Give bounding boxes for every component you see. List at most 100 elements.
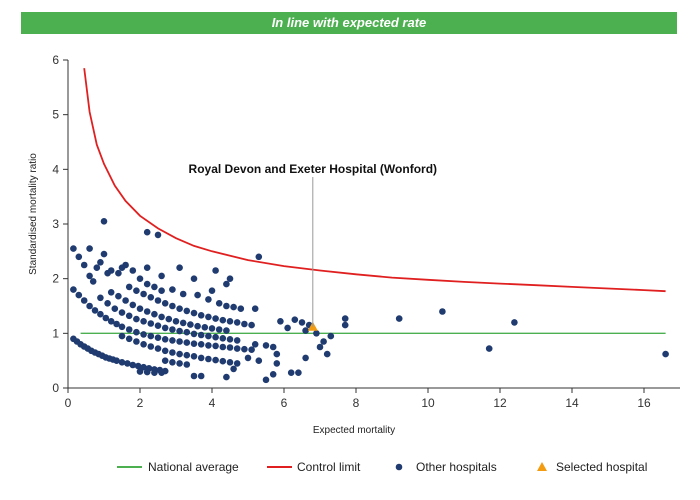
x-tick-label: 16 (637, 396, 651, 410)
data-point (176, 264, 183, 272)
data-point (169, 302, 176, 310)
data-point (143, 264, 151, 272)
x-tick-label: 6 (281, 396, 288, 410)
y-tick-label: 3 (52, 217, 59, 231)
data-point (102, 314, 110, 322)
data-point (97, 294, 104, 302)
data-point (133, 338, 140, 345)
data-point (212, 267, 219, 274)
status-banner: In line with expected rate (21, 12, 677, 34)
data-point (86, 302, 93, 310)
data-point (161, 357, 169, 365)
data-point (223, 373, 230, 381)
data-point (219, 343, 227, 351)
data-point (313, 330, 320, 337)
data-point (134, 362, 142, 370)
data-point (241, 345, 248, 353)
data-point (237, 305, 245, 313)
data-point (151, 369, 158, 377)
annotation-layer: Royal Devon and Exeter Hospital (Wonford… (189, 162, 437, 327)
data-point (143, 228, 151, 236)
data-point (197, 331, 205, 339)
data-point (215, 326, 223, 333)
data-point (248, 321, 255, 329)
data-point (100, 250, 108, 258)
data-point (118, 264, 126, 272)
data-point (327, 332, 335, 340)
data-point (255, 253, 263, 261)
data-point (223, 327, 230, 334)
data-point (151, 283, 158, 291)
data-point (287, 369, 295, 377)
data-point (118, 359, 126, 366)
data-point (176, 338, 183, 345)
data-point (118, 323, 126, 331)
data-points (70, 218, 669, 384)
data-point (183, 361, 191, 368)
data-point (143, 280, 151, 288)
data-point (158, 272, 165, 280)
data-point (183, 339, 191, 346)
data-point (154, 345, 162, 352)
data-point (219, 357, 227, 365)
data-point (169, 359, 176, 366)
legend-label-other-hospitals: Other hospitals (416, 460, 497, 474)
data-point (190, 372, 198, 380)
data-point (70, 245, 77, 252)
data-point (316, 343, 324, 351)
data-point (511, 319, 518, 326)
data-point (158, 287, 165, 295)
data-point (212, 315, 219, 322)
data-point (147, 332, 155, 340)
data-point (169, 337, 176, 344)
data-point (122, 297, 129, 304)
data-point (194, 322, 201, 330)
data-point (219, 335, 227, 342)
data-point (190, 353, 198, 360)
data-point (176, 360, 183, 367)
data-point (215, 300, 223, 307)
data-point (125, 312, 133, 320)
data-point (295, 369, 302, 377)
data-point (165, 315, 173, 323)
data-point (129, 361, 137, 369)
data-point (154, 231, 162, 239)
x-tick-label: 12 (493, 396, 507, 410)
data-point (233, 360, 241, 367)
data-point (89, 278, 97, 285)
legend-label-selected-hospital: Selected hospital (556, 460, 647, 474)
data-point (179, 319, 187, 327)
data-point (169, 349, 176, 356)
data-point (241, 320, 248, 328)
data-point (226, 318, 234, 325)
data-point (140, 341, 147, 348)
data-point (80, 261, 88, 269)
data-point (269, 343, 277, 351)
data-point (183, 328, 191, 336)
data-point (212, 356, 219, 364)
data-point (341, 321, 349, 329)
data-point (226, 359, 234, 366)
data-point (226, 344, 234, 351)
data-point (251, 341, 259, 348)
data-point (255, 357, 263, 365)
data-point (97, 259, 104, 266)
data-point (70, 286, 77, 293)
data-point (136, 305, 144, 313)
legend-label-national-average: National average (148, 460, 239, 474)
x-tick-label: 14 (565, 396, 579, 410)
x-tick-label: 8 (353, 396, 360, 410)
data-point (662, 350, 669, 358)
y-tick-label: 5 (52, 108, 59, 122)
data-point (107, 289, 115, 296)
data-point (147, 320, 155, 327)
data-point (190, 330, 198, 338)
data-point (154, 297, 162, 304)
data-point (208, 325, 216, 332)
data-point (136, 368, 144, 375)
x-tick-label: 0 (65, 396, 72, 410)
x-tick-label: 2 (137, 396, 144, 410)
x-tick-label: 4 (209, 396, 216, 410)
data-point (273, 360, 281, 367)
